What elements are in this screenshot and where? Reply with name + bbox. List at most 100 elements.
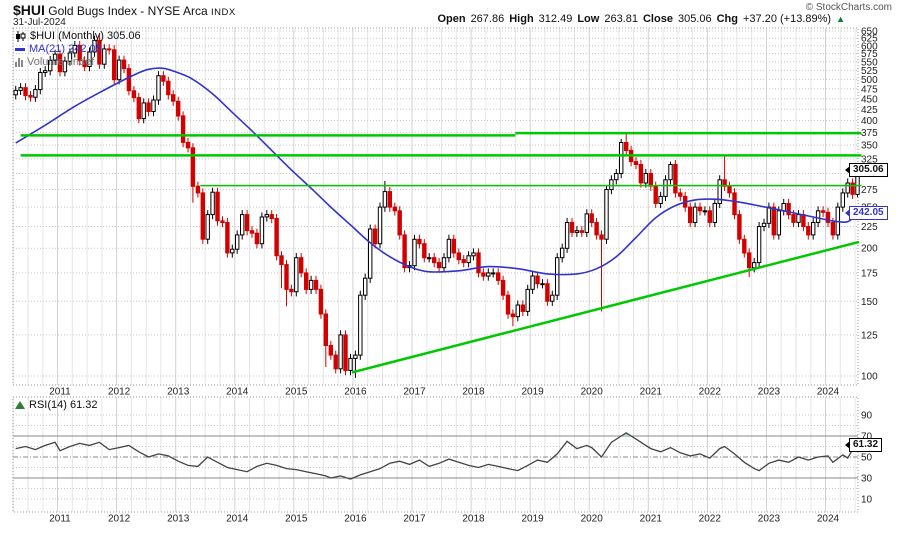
- candle-body: [402, 234, 407, 269]
- candle-body: [210, 191, 215, 216]
- candle-body: [220, 220, 225, 223]
- candle-body: [520, 304, 525, 312]
- price-axis-label: 275: [861, 185, 878, 196]
- open-label: Open: [437, 13, 466, 25]
- candle-body: [52, 53, 58, 61]
- candle-body: [579, 230, 584, 233]
- candle-body: [481, 272, 486, 277]
- last-price-tag: 305.06: [845, 163, 888, 177]
- price-axis-label: 150: [861, 297, 878, 308]
- year-label: 2024: [817, 514, 840, 525]
- candle-body: [279, 255, 284, 266]
- candle-body: [215, 191, 220, 222]
- candle-body: [560, 247, 565, 259]
- candle-body: [87, 51, 92, 67]
- candle-body: [540, 283, 545, 286]
- candle-body: [126, 68, 132, 92]
- candle-body: [299, 257, 304, 274]
- year-label: 2011: [49, 514, 71, 525]
- candle-body: [766, 206, 772, 224]
- ma-value-tag: 242.05: [845, 206, 888, 220]
- candle-body: [353, 354, 358, 359]
- low-label: Low: [577, 13, 600, 25]
- candle-body: [131, 90, 137, 99]
- candlestick-icon: [16, 30, 26, 42]
- candle-body: [23, 87, 28, 97]
- candle-body: [446, 238, 452, 259]
- legend-price-label: $HUI (Monthly) 305.06: [30, 30, 141, 42]
- price-axis-label: 225: [861, 222, 878, 233]
- ma-line-icon: [15, 47, 25, 51]
- candle-body: [333, 354, 338, 370]
- candle-body: [624, 142, 629, 151]
- axis-labels: 1001251501752002252502753003253503754004…: [49, 27, 878, 525]
- high-label: High: [509, 13, 534, 25]
- candle-body: [176, 100, 181, 117]
- candle-body: [146, 102, 151, 113]
- candle-body: [648, 173, 653, 187]
- year-label: 2021: [640, 387, 663, 398]
- candle-body: [678, 192, 683, 197]
- candle-body: [259, 216, 265, 245]
- candle-body: [658, 195, 663, 204]
- candle-body: [417, 238, 422, 245]
- candle-body: [515, 304, 520, 318]
- year-label: 2016: [344, 387, 367, 398]
- candle-body: [609, 179, 614, 191]
- price-axis-label: 450: [861, 94, 878, 105]
- chg-value: +37.20 (+13.89%): [743, 13, 832, 25]
- legend-ma: MA(21) 242.05: [15, 43, 102, 55]
- price-axis-label: 350: [861, 141, 878, 152]
- rsi-line: [15, 432, 858, 480]
- candle-body: [38, 72, 43, 91]
- candle-body: [136, 97, 142, 120]
- candle-body: [486, 272, 491, 277]
- year-label: 2014: [226, 514, 249, 525]
- candle-body: [427, 257, 432, 260]
- legend-rsi-label: RSI(14) 61.32: [29, 399, 98, 411]
- candle-body: [619, 142, 624, 174]
- candle-body: [274, 218, 279, 257]
- candle-body: [151, 99, 156, 112]
- candle-body: [372, 228, 378, 245]
- candle-body: [432, 257, 437, 264]
- year-label: 2019: [521, 387, 544, 398]
- legend-volume-label: Volume undef: [27, 56, 95, 68]
- ma21-line: [15, 67, 859, 276]
- candle-body: [269, 214, 274, 220]
- candle-body: [638, 164, 644, 184]
- candle-body: [604, 189, 609, 240]
- candle-body: [441, 257, 447, 269]
- candle-body: [200, 192, 206, 240]
- price-axis-label: 400: [861, 116, 878, 127]
- price-axis-label: 125: [861, 330, 878, 341]
- exchange-tag: INDX: [211, 7, 236, 18]
- candle-body: [77, 44, 82, 62]
- candle-body: [815, 210, 821, 223]
- candle-body: [466, 255, 471, 264]
- year-label: 2024: [817, 387, 840, 398]
- candle-body: [530, 275, 535, 290]
- candle-body: [584, 213, 589, 233]
- candle-body: [225, 222, 230, 254]
- chg-label: Chg: [716, 13, 738, 25]
- candle-body: [166, 80, 171, 96]
- rsi-axis-label: 70: [861, 432, 873, 443]
- candle-body: [471, 252, 476, 257]
- candle-body: [525, 288, 530, 312]
- year-label: 2018: [462, 514, 485, 525]
- candle-body: [382, 191, 388, 208]
- candle-body: [811, 222, 816, 236]
- high-value: 312.49: [538, 13, 573, 25]
- candle-body: [589, 213, 594, 223]
- copyright: © StockCharts.com: [805, 2, 892, 13]
- candles-layer: [13, 34, 860, 378]
- candle-body: [491, 272, 496, 275]
- year-label: 2022: [699, 514, 722, 525]
- candle-body: [830, 222, 836, 236]
- year-label: 2012: [108, 514, 131, 525]
- candle-body: [732, 192, 737, 216]
- rsi-axis-label: 10: [861, 495, 873, 506]
- candle-body: [156, 75, 161, 101]
- rsi-axis-label: 90: [861, 411, 873, 422]
